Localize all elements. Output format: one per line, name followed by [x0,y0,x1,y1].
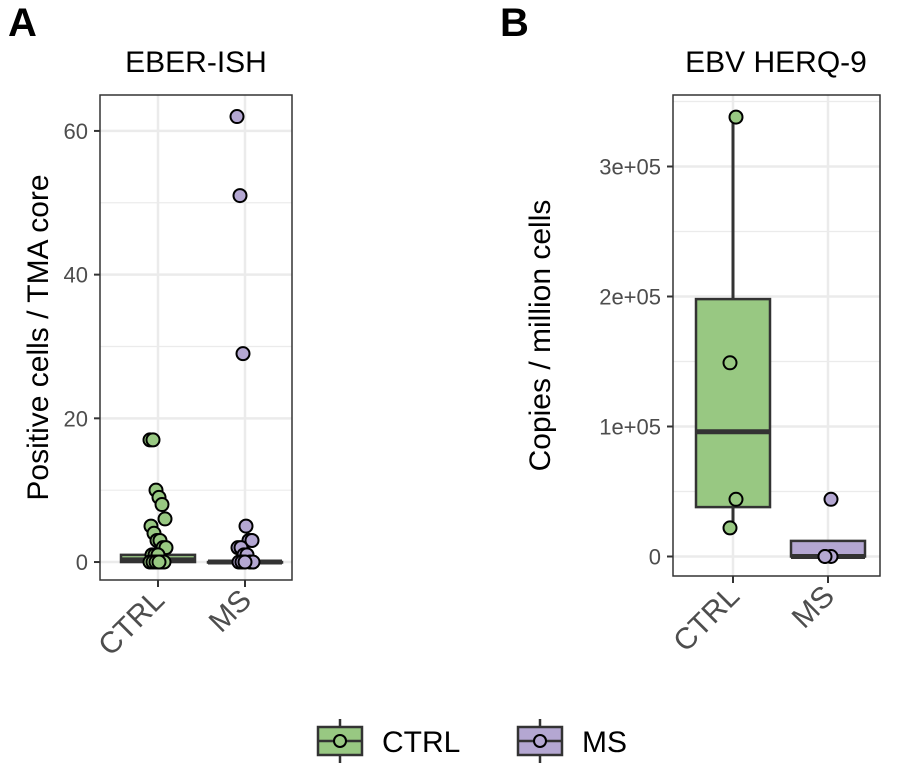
panel-label: B [500,1,529,45]
data-point-ctrl [154,497,170,513]
y-tick-label: 0 [649,545,661,570]
legend-key-point [333,734,347,748]
data-point-ctrl [145,432,161,448]
x-tick-label: MS [786,580,841,635]
box-ctrl [694,297,772,509]
data-point-ms [238,518,254,534]
data-point-ctrl [728,491,744,507]
y-tick-label: 2e+05 [599,285,661,310]
x-tick-label: CTRL [92,584,171,663]
y-axis-label: Copies / million cells [524,200,557,472]
y-tick-label: 60 [64,119,88,144]
y-tick-label: 40 [64,263,88,288]
panel-B: B EBV HERQ-9 0 1e+05 2e+05 3e+05 CTRL MS Copies … [500,1,881,659]
legend: CTRL MS [316,719,627,763]
data-point-ms [244,532,260,548]
data-point-ms [823,491,839,507]
data-point-ms [817,549,833,564]
y-tick-label: 3e+05 [599,155,661,180]
data-point-ctrl [157,511,173,527]
legend-item-ctrl: CTRL [316,719,460,763]
data-point-ctrl [151,554,167,570]
data-point-ms [229,109,245,125]
y-tick-label: 20 [64,406,88,431]
legend-key-point [533,734,547,748]
panel-A: A EBER-ISH 0 20 40 60 CTRL MS Positive cells / T… [8,1,293,663]
x-tick-label: MS [203,584,258,639]
data-point-ms [235,346,251,362]
panel-label: A [8,1,37,45]
data-point-ms [232,188,248,204]
data-point-ms [237,554,253,570]
plot-background [100,95,292,580]
legend-label: MS [582,726,627,759]
legend-label: CTRL [382,726,460,759]
y-tick-label: 0 [76,550,88,575]
panel-title: EBV HERQ-9 [685,46,867,79]
panel-border [99,94,293,581]
data-point-ctrl [722,355,738,371]
panel-border [672,94,881,577]
legend-item-ms: MS [516,719,627,763]
x-tick-label: CTRL [667,580,746,659]
y-axis-label: Positive cells / TMA core [22,174,55,500]
panel-title: EBER-ISH [125,46,267,79]
data-point-ctrl [722,520,738,536]
y-tick-label: 1e+05 [599,415,661,440]
data-point-ctrl [728,109,744,125]
